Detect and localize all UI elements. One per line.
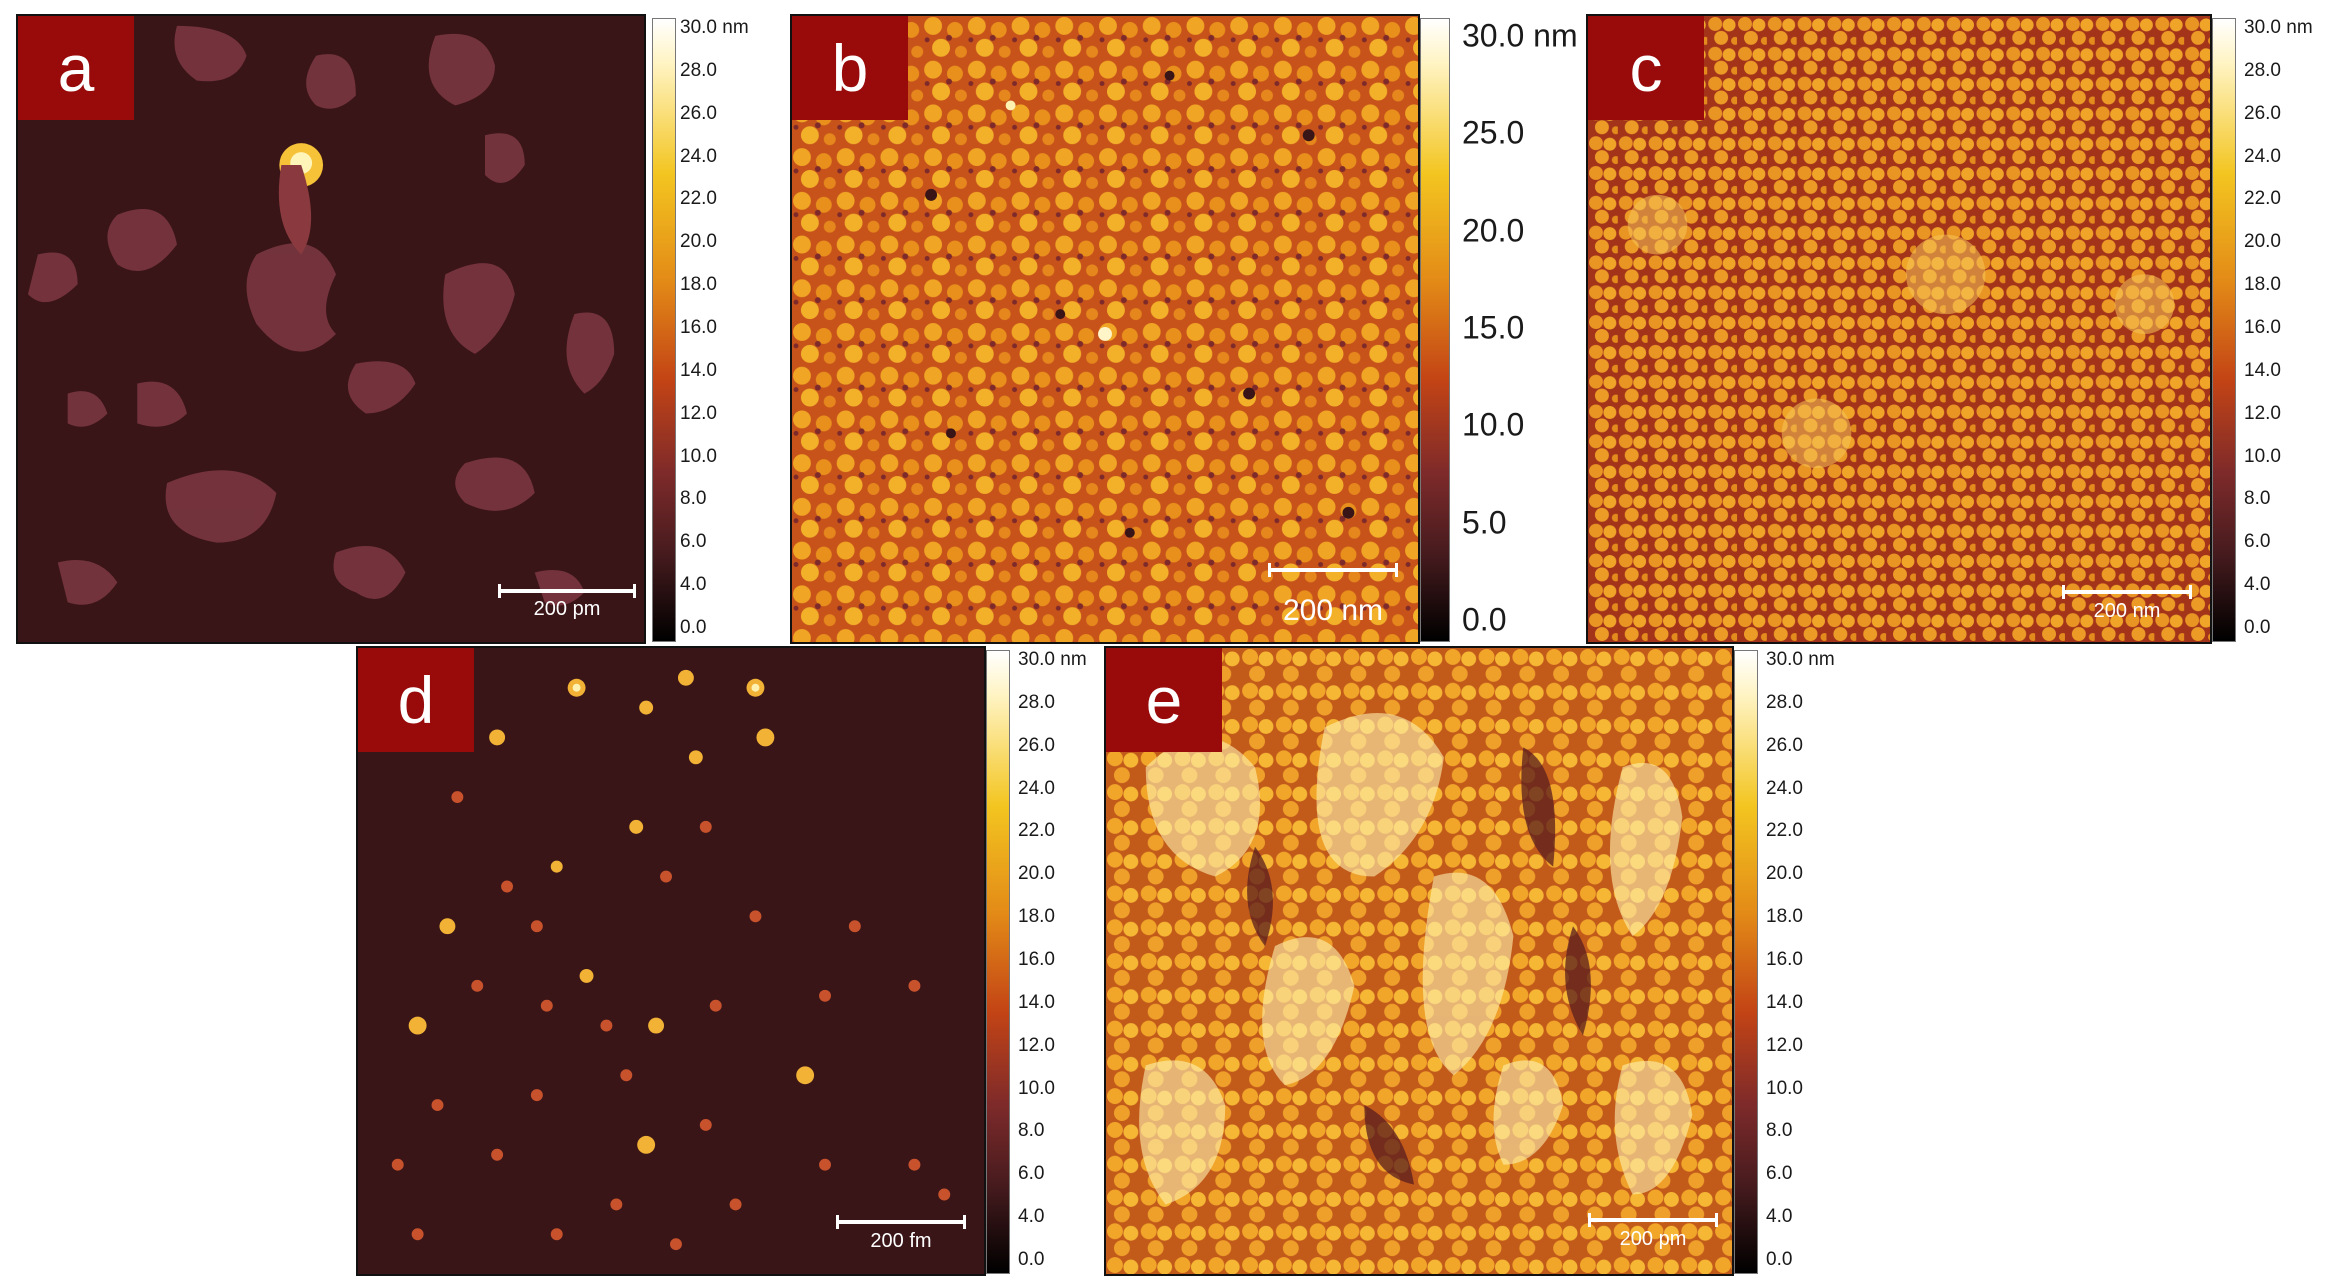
colorbar-tick-e: 4.0: [1766, 1206, 1793, 1228]
afm-image-c-drawing: [1588, 16, 2210, 642]
colorbar-tick-d: 20.0: [1018, 863, 1055, 885]
colorbar-d: [986, 650, 1010, 1274]
colorbar-a: [652, 18, 676, 642]
colorbar-tick-b: 0.0: [1462, 601, 1507, 638]
afm-image-b: b 200 nm: [790, 14, 1420, 644]
scale-bar-a: [498, 584, 636, 598]
colorbar-tick-c: 16.0: [2244, 317, 2281, 338]
colorbar-tick-d: 10.0: [1018, 1077, 1055, 1099]
colorbar-tick-c: 24.0: [2244, 145, 2281, 167]
colorbar-tick-e: 10.0: [1766, 1077, 1803, 1099]
colorbar-tick-e: 28.0: [1766, 691, 1803, 713]
colorbar-tick-e: 26.0: [1766, 734, 1803, 756]
afm-image-b-drawing: [792, 16, 1418, 642]
colorbar-tick-e: 6.0: [1766, 1163, 1793, 1185]
colorbar-tick-e: 0.0: [1766, 1249, 1793, 1270]
colorbar-tick-c: 12.0: [2244, 402, 2281, 424]
colorbar-tick-c: 14.0: [2244, 359, 2281, 381]
colorbar-tick-e: 8.0: [1766, 1120, 1793, 1142]
colorbar-tick-c: 4.0: [2244, 574, 2271, 596]
panel-label-b: b: [792, 16, 908, 120]
colorbar-tick-d: 6.0: [1018, 1163, 1045, 1185]
colorbar-tick-a: 10.0: [680, 445, 717, 467]
colorbar-tick-a: 20.0: [680, 231, 717, 253]
colorbar-tick-a: 16.0: [680, 317, 717, 338]
colorbar-tick-e: 14.0: [1766, 991, 1803, 1013]
colorbar-tick-a: 8.0: [680, 488, 707, 510]
colorbar-tick-e: 12.0: [1766, 1034, 1803, 1056]
colorbar-tick-c: 26.0: [2244, 102, 2281, 124]
scale-label-b: 200 nm: [1282, 594, 1384, 627]
colorbar-tick-a: 14.0: [680, 359, 717, 381]
colorbar-tick-d: 26.0: [1018, 734, 1055, 756]
colorbar-tick-d: 4.0: [1018, 1206, 1045, 1228]
scale-label-c: 200 nm: [2093, 600, 2161, 622]
colorbar-tick-a: 4.0: [680, 574, 707, 596]
colorbar-tick-b: 5.0: [1462, 504, 1507, 541]
scale-bar-d: [836, 1215, 966, 1229]
scale-bar-e: [1588, 1213, 1718, 1227]
colorbar-tick-a: 24.0: [680, 145, 717, 167]
colorbar-tick-c: 6.0: [2244, 531, 2271, 553]
colorbar-tick-e: 20.0: [1766, 863, 1803, 885]
colorbar-tick-a: 28.0: [680, 59, 717, 81]
colorbar-tick-d: 14.0: [1018, 991, 1055, 1013]
colorbar-tick-c: 28.0: [2244, 59, 2281, 81]
colorbar-tick-d: 24.0: [1018, 777, 1055, 799]
afm-image-a-drawing: [18, 16, 644, 642]
colorbar-c: [2212, 18, 2236, 642]
colorbar-tick-a: 22.0: [680, 188, 717, 210]
colorbar-tick-b: 10.0: [1462, 406, 1525, 443]
colorbar-tick-c: 0.0: [2244, 617, 2271, 638]
afm-image-e-drawing: [1106, 648, 1732, 1274]
scale-label-e: 200 pm: [1619, 1228, 1687, 1250]
afm-image-e: e 200 pm: [1104, 646, 1734, 1276]
colorbar-tick-c: 30.0 nm: [2244, 17, 2313, 38]
afm-image-d: d 200 fm: [356, 646, 986, 1276]
colorbar-tick-a: 18.0: [680, 274, 717, 296]
colorbar-tick-e: 24.0: [1766, 777, 1803, 799]
colorbar-tick-a: 30.0 nm: [680, 17, 749, 38]
scale-bar-c: [2062, 585, 2192, 599]
colorbar-tick-b: 20.0: [1462, 212, 1525, 249]
colorbar-b: [1420, 18, 1450, 642]
colorbar-tick-d: 16.0: [1018, 949, 1055, 970]
panel-label-c: c: [1588, 16, 1704, 120]
afm-image-d-drawing: [358, 648, 984, 1274]
colorbar-tick-c: 10.0: [2244, 445, 2281, 467]
panel-label-a: a: [18, 16, 134, 120]
colorbar-e: [1734, 650, 1758, 1274]
colorbar-tick-d: 28.0: [1018, 691, 1055, 713]
colorbar-tick-e: 18.0: [1766, 906, 1803, 928]
colorbar-tick-a: 0.0: [680, 617, 707, 638]
panel-label-d: d: [358, 648, 474, 752]
colorbar-tick-a: 12.0: [680, 402, 717, 424]
afm-image-c: c 200 nm: [1586, 14, 2212, 644]
colorbar-tick-e: 30.0 nm: [1766, 649, 1835, 670]
colorbar-tick-d: 18.0: [1018, 906, 1055, 928]
colorbar-tick-d: 12.0: [1018, 1034, 1055, 1056]
colorbar-tick-c: 22.0: [2244, 188, 2281, 210]
colorbar-tick-b: 15.0: [1462, 309, 1525, 346]
colorbar-tick-b: 30.0 nm: [1462, 17, 1578, 54]
colorbar-tick-d: 8.0: [1018, 1120, 1045, 1142]
scale-label-d: 200 fm: [870, 1230, 932, 1252]
colorbar-tick-a: 26.0: [680, 102, 717, 124]
colorbar-tick-c: 18.0: [2244, 274, 2281, 296]
scale-bar-b: [1268, 563, 1398, 577]
colorbar-tick-a: 6.0: [680, 531, 707, 553]
colorbar-tick-b: 25.0: [1462, 114, 1525, 151]
colorbar-tick-e: 22.0: [1766, 820, 1803, 842]
colorbar-tick-c: 8.0: [2244, 488, 2271, 510]
scale-label-a: 200 pm: [533, 598, 601, 620]
colorbar-tick-d: 30.0 nm: [1018, 649, 1087, 670]
panel-label-e: e: [1106, 648, 1222, 752]
colorbar-tick-d: 0.0: [1018, 1249, 1045, 1270]
colorbar-tick-d: 22.0: [1018, 820, 1055, 842]
afm-image-a: a 200 pm: [16, 14, 646, 644]
colorbar-tick-c: 20.0: [2244, 231, 2281, 253]
colorbar-tick-e: 16.0: [1766, 949, 1803, 970]
